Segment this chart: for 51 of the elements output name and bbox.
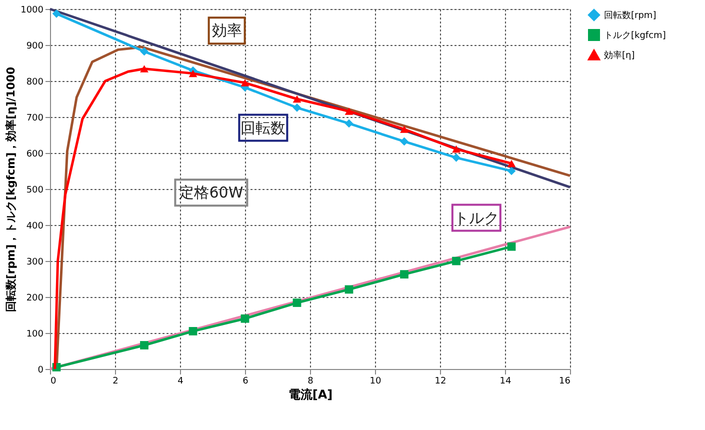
x-tick-label: 10 (370, 376, 382, 386)
point (344, 119, 354, 128)
y-tick-label: 400 (26, 222, 44, 232)
x-axis-title: 電流[A] (288, 388, 333, 402)
point (400, 126, 408, 133)
point (507, 242, 516, 251)
point (344, 108, 354, 115)
point (188, 70, 198, 78)
annotation: 回転数 (240, 118, 286, 137)
y-tick-label: 600 (26, 150, 44, 160)
x-tick-label: 14 (500, 376, 512, 386)
x-tick-label: 16 (559, 376, 571, 386)
point (452, 153, 460, 162)
point (292, 95, 302, 103)
point (507, 160, 516, 168)
legend-label: トルク[kgfcm] (604, 31, 666, 41)
x-tick-label: 2 (112, 376, 118, 386)
x-tick-label: 8 (308, 376, 314, 386)
point (400, 270, 408, 279)
x-tick-label: 6 (242, 376, 249, 386)
point (240, 314, 250, 323)
y-tick-label: 900 (26, 42, 44, 52)
point (400, 137, 408, 146)
y-tick-label: 800 (26, 78, 44, 88)
y-tick-label: 0 (38, 366, 44, 376)
legend-label: 回転数[rpm] (604, 10, 656, 21)
point (292, 103, 302, 112)
y-tick-label: 200 (26, 294, 44, 304)
y-tick-label: 300 (26, 258, 44, 268)
point (292, 298, 302, 307)
point (52, 9, 61, 18)
x-tick-label: 0 (50, 376, 56, 386)
point (452, 256, 460, 266)
y-tick-label: 1000 (20, 6, 44, 16)
point (240, 79, 250, 86)
point (507, 166, 516, 176)
annotation: トルク (454, 208, 499, 227)
legend-label: 効率[η] (604, 50, 635, 61)
point (140, 47, 148, 56)
point (140, 341, 148, 350)
point (452, 145, 460, 153)
y-tick-label: 100 (26, 330, 44, 340)
annotation: 定格60W (179, 184, 244, 202)
y-tick-label: 500 (26, 186, 44, 196)
y-tick-label: 700 (26, 114, 44, 124)
y-axis-title: 回転数[rpm]，トルク[kgfcm]，効率[η]/1000 (4, 66, 18, 312)
point (188, 327, 198, 336)
x-tick-label: 4 (178, 376, 184, 386)
annotation: 効率 (212, 22, 242, 40)
x-tick-label: 12 (434, 376, 446, 386)
point (344, 285, 354, 294)
